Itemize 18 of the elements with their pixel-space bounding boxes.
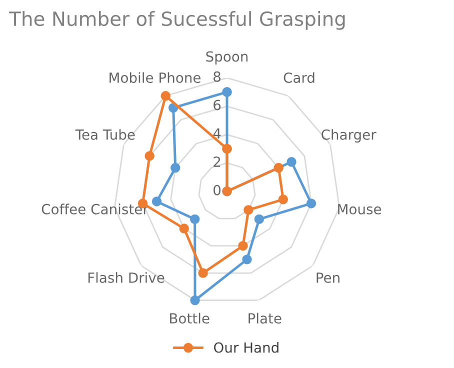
y-tick-label: 6 bbox=[214, 100, 221, 110]
y-tick-label: 2 bbox=[214, 156, 220, 167]
spoke-label: Coffee Canister bbox=[42, 204, 148, 214]
spoke-label: Tea Tube bbox=[75, 129, 135, 140]
y-tick-label: 0 bbox=[214, 184, 221, 196]
spoke-label: Pen bbox=[316, 272, 340, 283]
legend-label: Our Hand bbox=[214, 342, 278, 353]
spoke-label: Flash Drive bbox=[88, 272, 164, 283]
spoke-label: Bottle bbox=[170, 312, 210, 324]
spoke-label: Plate bbox=[248, 312, 282, 324]
y-tick-label: 4 bbox=[213, 128, 221, 138]
y-tick-label: 8 bbox=[214, 71, 220, 82]
chart-title: The Number of Sucessful Grasping bbox=[9, 11, 345, 30]
spoke-label: Mobile Phone bbox=[110, 72, 201, 83]
spoke-label: Spoon bbox=[206, 51, 248, 64]
spoke-label: Charger bbox=[322, 129, 376, 143]
spoke-label: Mouse bbox=[338, 204, 382, 214]
spoke-label: Card bbox=[284, 72, 314, 83]
